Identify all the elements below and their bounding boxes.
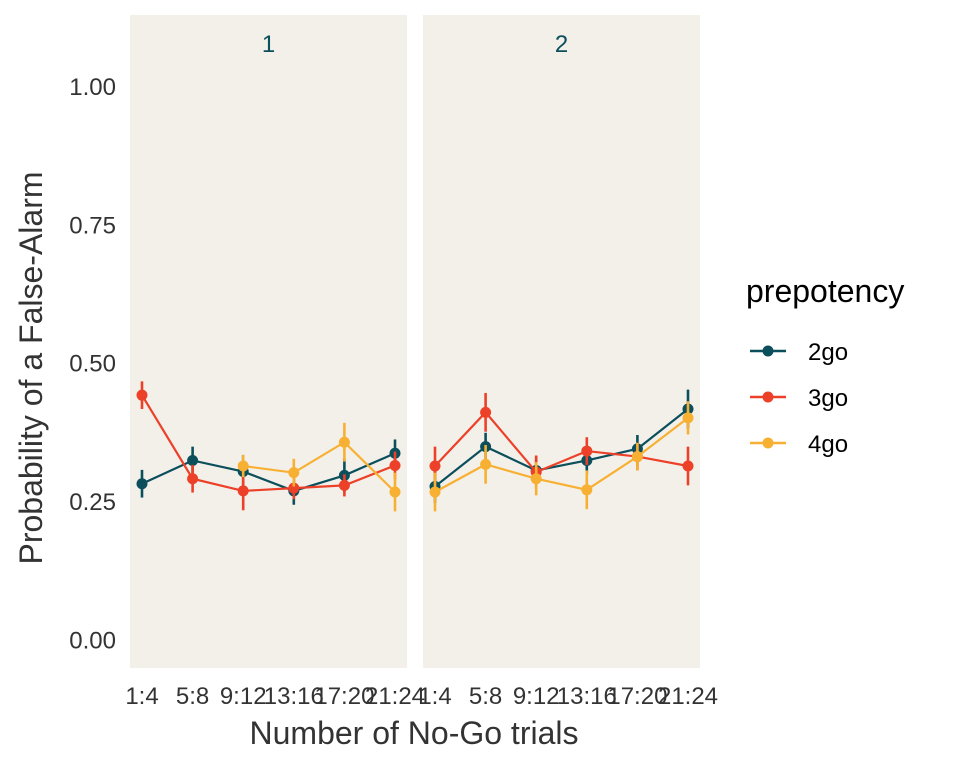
data-point	[581, 445, 593, 457]
data-point	[338, 479, 350, 491]
legend-item-2go: 2go	[750, 339, 848, 366]
data-point	[237, 460, 249, 472]
series-line	[434, 410, 689, 474]
panel-background	[423, 15, 700, 668]
y-tick-label: 0.00	[69, 627, 116, 654]
legend-title: prepotency	[746, 273, 904, 309]
data-point	[338, 436, 350, 448]
data-point	[682, 460, 694, 472]
series-4go	[237, 422, 401, 512]
x-tick-label: 21:24	[365, 683, 425, 710]
data-point	[136, 389, 148, 401]
data-point	[136, 478, 148, 490]
x-tick-label: 5:8	[176, 683, 209, 710]
panel-2: 2	[423, 15, 700, 668]
x-tick-label: 13:16	[557, 683, 617, 710]
y-tick-label: 0.25	[69, 489, 116, 516]
series-4go	[429, 401, 694, 512]
x-tick-label: 17:20	[607, 683, 667, 710]
panel-background	[130, 15, 407, 668]
series-line	[141, 394, 396, 493]
series-line	[434, 416, 689, 493]
y-axis: 0.00 0.25 0.50 0.75 1.00	[69, 74, 116, 654]
x-tick-label: 9:12	[220, 683, 267, 710]
legend: prepotency 2go 3go 4go	[746, 273, 904, 458]
data-point	[237, 485, 249, 497]
data-point	[429, 486, 441, 498]
x-tick-label: 21:24	[658, 683, 718, 710]
series-line	[434, 408, 689, 488]
x-tick-label: 5:8	[469, 683, 502, 710]
data-point	[288, 467, 300, 479]
data-point	[480, 406, 492, 418]
data-point	[480, 458, 492, 470]
x-axis-title: Number of No-Go trials	[250, 715, 579, 751]
legend-label: 2go	[808, 339, 848, 366]
data-point	[631, 451, 643, 463]
data-point	[581, 484, 593, 496]
legend-key-point	[762, 437, 774, 449]
legend-key-point	[762, 345, 774, 357]
legend-label: 4go	[808, 431, 848, 458]
panel-strip-label: 1	[262, 31, 275, 58]
data-point	[429, 460, 441, 472]
y-axis-title: Probability of a False-Alarm	[13, 171, 49, 564]
legend-key-point	[762, 391, 774, 403]
data-point	[682, 412, 694, 424]
legend-item-4go: 4go	[750, 431, 848, 458]
x-tick-label: 17:20	[314, 683, 374, 710]
x-tick-label: 1:4	[418, 683, 451, 710]
data-point	[389, 459, 401, 471]
legend-label: 3go	[808, 385, 848, 412]
x-tick-label: 1:4	[125, 683, 158, 710]
panel-1: 1	[130, 15, 407, 668]
data-point	[530, 473, 542, 485]
data-point	[187, 473, 199, 485]
x-tick-label: 9:12	[513, 683, 560, 710]
series-3go	[136, 381, 401, 511]
y-tick-label: 0.75	[69, 212, 116, 239]
data-point	[389, 486, 401, 498]
y-tick-label: 1.00	[69, 74, 116, 101]
data-point	[187, 454, 199, 466]
legend-item-3go: 3go	[750, 385, 848, 412]
series-line	[243, 440, 396, 493]
x-tick-label: 13:16	[264, 683, 324, 710]
y-tick-label: 0.50	[69, 351, 116, 378]
legend-entries: 2go 3go 4go	[750, 339, 848, 458]
data-point	[288, 482, 300, 494]
panel-strip-label: 2	[555, 31, 568, 58]
